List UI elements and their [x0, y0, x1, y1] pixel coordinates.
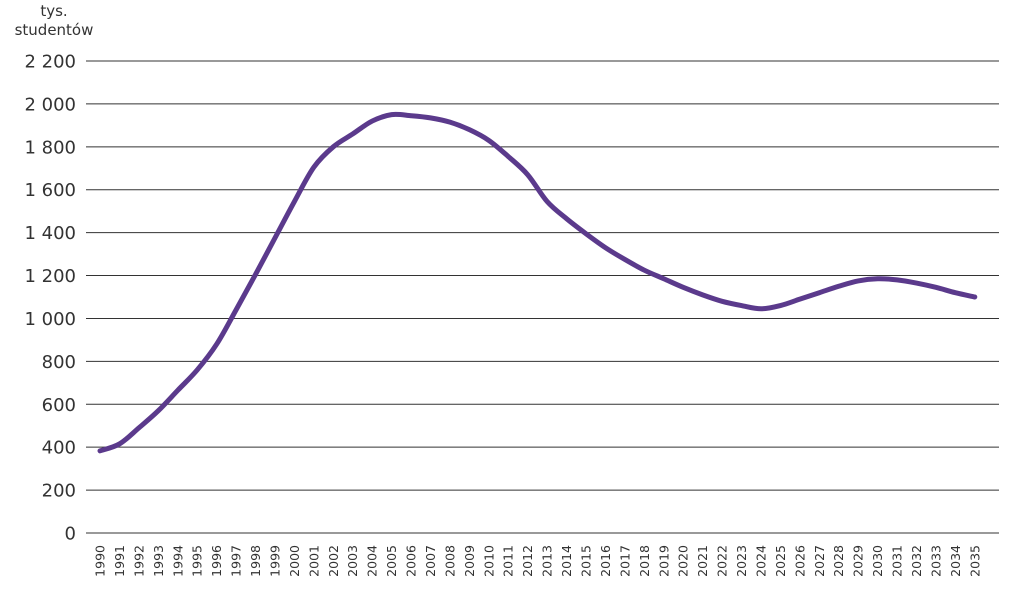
x-tick-label: 1997 [229, 545, 244, 577]
x-axis-ticks: 1990 1991 1992 1993 1994 1995 1996 1997 1998 1999… [93, 545, 983, 577]
x-tick-label: 2034 [948, 545, 963, 577]
x-tick-label: 2001 [306, 545, 321, 577]
y-tick-label: 1 200 [24, 266, 76, 287]
x-tick-label: 2010 [481, 545, 496, 577]
y-tick-label: 200 [42, 481, 76, 502]
y-tick-label: 1 400 [24, 223, 76, 244]
y-tick-label: 0 [65, 524, 76, 545]
y-tick-label: 800 [42, 352, 76, 373]
x-tick-label: 2020 [676, 545, 691, 577]
y-tick-label: 600 [42, 395, 76, 416]
y-axis-label-line2: studentów [14, 21, 94, 39]
y-tick-label: 400 [42, 438, 76, 459]
x-tick-label: 2030 [870, 545, 885, 577]
x-tick-label: 2008 [442, 545, 457, 577]
x-tick-label: 1994 [170, 545, 185, 577]
x-tick-label: 2022 [715, 545, 730, 577]
x-tick-label: 1999 [267, 545, 282, 577]
x-tick-label: 1995 [190, 545, 205, 577]
x-tick-label: 1990 [93, 545, 108, 577]
x-tick-label: 2033 [928, 545, 943, 577]
x-tick-label: 2012 [520, 545, 535, 577]
series-line [97, 111, 978, 454]
x-tick-label: 2028 [831, 545, 846, 577]
x-tick-label: 2023 [734, 545, 749, 577]
x-tick-label: 1996 [209, 545, 224, 577]
x-tick-label: 2032 [909, 545, 924, 577]
x-tick-label: 2021 [695, 545, 710, 577]
x-tick-label: 2029 [851, 545, 866, 577]
x-tick-label: 2014 [559, 545, 574, 577]
x-tick-label: 2002 [326, 545, 341, 577]
grid-lines [86, 60, 999, 534]
x-tick-label: 2003 [345, 545, 360, 577]
x-tick-label: 2017 [617, 545, 632, 577]
y-tick-label: 1 000 [24, 309, 76, 330]
x-tick-label: 2004 [365, 545, 380, 577]
x-tick-label: 2005 [384, 545, 399, 577]
x-tick-label: 2027 [812, 545, 827, 577]
x-tick-label: 1991 [112, 545, 127, 577]
x-tick-label: 2009 [462, 545, 477, 577]
x-tick-label: 2024 [753, 545, 768, 577]
x-tick-label: 1998 [248, 545, 263, 577]
x-tick-label: 2006 [404, 545, 419, 577]
x-tick-label: 2007 [423, 545, 438, 577]
x-tick-label: 2031 [890, 545, 905, 577]
y-tick-label: 1 600 [24, 180, 76, 201]
y-axis-ticks: 0 200 400 600 800 1 000 1 200 1 400 1 600 1 800 2 … [24, 52, 76, 545]
x-tick-label: 2026 [792, 545, 807, 577]
series-layer [97, 111, 978, 454]
x-tick-label: 2015 [579, 545, 594, 577]
x-tick-label: 2011 [501, 545, 516, 577]
y-tick-label: 1 800 [24, 137, 76, 158]
y-tick-label: 2 200 [24, 52, 76, 73]
x-tick-label: 2018 [637, 545, 652, 577]
x-tick-label: 2000 [287, 545, 302, 577]
x-tick-label: 1993 [151, 545, 166, 577]
y-axis-label-line1: tys. [40, 2, 68, 20]
y-tick-label: 2 000 [24, 94, 76, 115]
x-tick-label: 1992 [131, 545, 146, 577]
x-tick-label: 2016 [598, 545, 613, 577]
x-tick-label: 2025 [773, 545, 788, 577]
x-tick-label: 2013 [540, 545, 555, 577]
x-tick-label: 2035 [967, 545, 982, 577]
x-tick-label: 2019 [656, 545, 671, 577]
